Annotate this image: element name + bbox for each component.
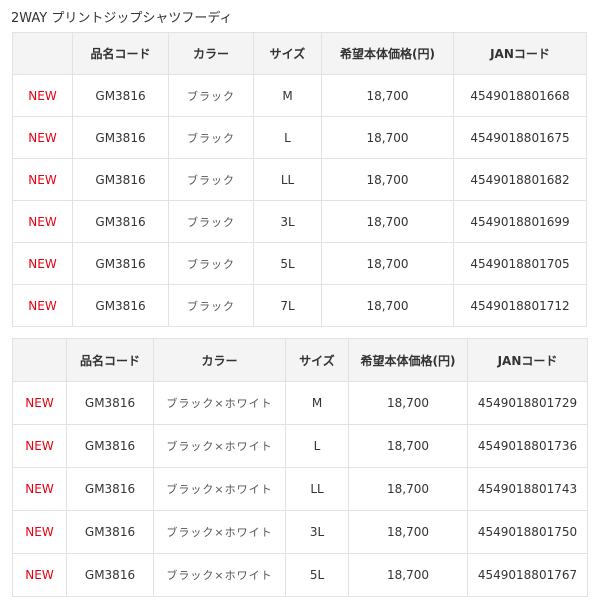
color-cell: ブラック×ホワイト bbox=[153, 424, 286, 468]
product-table-black: 品名コード カラー サイズ 希望本体価格(円) JANコード NEW GM3816 ブラック M… bbox=[12, 32, 587, 327]
price-cell: 18,700 bbox=[348, 510, 468, 554]
jan-cell: 4549018801750 bbox=[467, 510, 588, 554]
color-cell: ブラック×ホワイト bbox=[153, 510, 286, 554]
jan-cell: 4549018801712 bbox=[453, 284, 587, 327]
jan-cell: 4549018801743 bbox=[467, 467, 588, 511]
table-row: NEW GM3816 ブラック LL 18,700 4549018801682 bbox=[12, 158, 587, 201]
size-cell: 3L bbox=[253, 200, 322, 243]
size-cell: M bbox=[253, 74, 322, 117]
code-cell: GM3816 bbox=[66, 510, 154, 554]
color-cell: ブラック×ホワイト bbox=[153, 381, 286, 425]
header-code: 品名コード bbox=[72, 32, 169, 75]
header-jan: JANコード bbox=[453, 32, 587, 75]
jan-cell: 4549018801675 bbox=[453, 116, 587, 159]
jan-cell: 4549018801729 bbox=[467, 381, 588, 425]
code-cell: GM3816 bbox=[66, 381, 154, 425]
code-cell: GM3816 bbox=[72, 242, 169, 285]
size-cell: L bbox=[285, 424, 349, 468]
size-cell: 3L bbox=[285, 510, 349, 554]
jan-cell: 4549018801736 bbox=[467, 424, 588, 468]
table-row: NEW GM3816 ブラック×ホワイト 5L 18,700 4549018801767 bbox=[12, 553, 588, 597]
new-badge: NEW bbox=[12, 424, 67, 468]
color-cell: ブラック×ホワイト bbox=[153, 467, 286, 511]
size-cell: LL bbox=[253, 158, 322, 201]
new-badge: NEW bbox=[12, 158, 73, 201]
table-row: NEW GM3816 ブラック×ホワイト M 18,700 4549018801729 bbox=[12, 381, 588, 425]
price-cell: 18,700 bbox=[321, 284, 454, 327]
price-cell: 18,700 bbox=[348, 381, 468, 425]
price-cell: 18,700 bbox=[321, 158, 454, 201]
header-jan: JANコード bbox=[467, 338, 588, 382]
code-cell: GM3816 bbox=[72, 74, 169, 117]
new-badge: NEW bbox=[12, 510, 67, 554]
table-row: NEW GM3816 ブラック×ホワイト LL 18,700 4549018801743 bbox=[12, 467, 588, 511]
header-price: 希望本体価格(円) bbox=[348, 338, 468, 382]
new-badge: NEW bbox=[12, 284, 73, 327]
table-row: NEW GM3816 ブラック M 18,700 4549018801668 bbox=[12, 74, 587, 117]
code-cell: GM3816 bbox=[66, 553, 154, 597]
code-cell: GM3816 bbox=[66, 424, 154, 468]
size-cell: L bbox=[253, 116, 322, 159]
header-size: サイズ bbox=[253, 32, 322, 75]
size-cell: 7L bbox=[253, 284, 322, 327]
jan-cell: 4549018801699 bbox=[453, 200, 587, 243]
color-cell: ブラック bbox=[168, 242, 254, 285]
price-cell: 18,700 bbox=[348, 467, 468, 511]
header-color: カラー bbox=[168, 32, 254, 75]
new-badge: NEW bbox=[12, 200, 73, 243]
price-cell: 18,700 bbox=[348, 553, 468, 597]
table-row: NEW GM3816 ブラック×ホワイト 3L 18,700 4549018801750 bbox=[12, 510, 588, 554]
table-header-row: 品名コード カラー サイズ 希望本体価格(円) JANコード bbox=[12, 32, 587, 75]
table-row: NEW GM3816 ブラック 3L 18,700 4549018801699 bbox=[12, 200, 587, 243]
color-cell: ブラック bbox=[168, 74, 254, 117]
price-cell: 18,700 bbox=[321, 200, 454, 243]
table-row: NEW GM3816 ブラック L 18,700 4549018801675 bbox=[12, 116, 587, 159]
code-cell: GM3816 bbox=[66, 467, 154, 511]
code-cell: GM3816 bbox=[72, 284, 169, 327]
header-blank bbox=[12, 32, 73, 75]
product-table-black-white: 品名コード カラー サイズ 希望本体価格(円) JANコード NEW GM3816 ブラック×… bbox=[12, 338, 588, 597]
new-badge: NEW bbox=[12, 116, 73, 159]
size-cell: LL bbox=[285, 467, 349, 511]
new-badge: NEW bbox=[12, 381, 67, 425]
code-cell: GM3816 bbox=[72, 158, 169, 201]
new-badge: NEW bbox=[12, 467, 67, 511]
new-badge: NEW bbox=[12, 242, 73, 285]
table-row: NEW GM3816 ブラック 7L 18,700 4549018801712 bbox=[12, 284, 587, 327]
color-cell: ブラック×ホワイト bbox=[153, 553, 286, 597]
header-price: 希望本体価格(円) bbox=[321, 32, 454, 75]
color-cell: ブラック bbox=[168, 200, 254, 243]
jan-cell: 4549018801668 bbox=[453, 74, 587, 117]
price-cell: 18,700 bbox=[348, 424, 468, 468]
header-color: カラー bbox=[153, 338, 286, 382]
size-cell: 5L bbox=[285, 553, 349, 597]
product-title: 2WAY プリントジップシャツフーディ bbox=[11, 11, 233, 26]
header-code: 品名コード bbox=[66, 338, 154, 382]
new-badge: NEW bbox=[12, 74, 73, 117]
code-cell: GM3816 bbox=[72, 200, 169, 243]
jan-cell: 4549018801767 bbox=[467, 553, 588, 597]
price-cell: 18,700 bbox=[321, 116, 454, 159]
price-cell: 18,700 bbox=[321, 242, 454, 285]
header-blank bbox=[12, 338, 67, 382]
size-cell: 5L bbox=[253, 242, 322, 285]
color-cell: ブラック bbox=[168, 284, 254, 327]
color-cell: ブラック bbox=[168, 158, 254, 201]
new-badge: NEW bbox=[12, 553, 67, 597]
jan-cell: 4549018801705 bbox=[453, 242, 587, 285]
code-cell: GM3816 bbox=[72, 116, 169, 159]
price-cell: 18,700 bbox=[321, 74, 454, 117]
color-cell: ブラック bbox=[168, 116, 254, 159]
table-row: NEW GM3816 ブラック×ホワイト L 18,700 4549018801736 bbox=[12, 424, 588, 468]
jan-cell: 4549018801682 bbox=[453, 158, 587, 201]
header-size: サイズ bbox=[285, 338, 349, 382]
table-header-row: 品名コード カラー サイズ 希望本体価格(円) JANコード bbox=[12, 338, 588, 382]
table-row: NEW GM3816 ブラック 5L 18,700 4549018801705 bbox=[12, 242, 587, 285]
size-cell: M bbox=[285, 381, 349, 425]
